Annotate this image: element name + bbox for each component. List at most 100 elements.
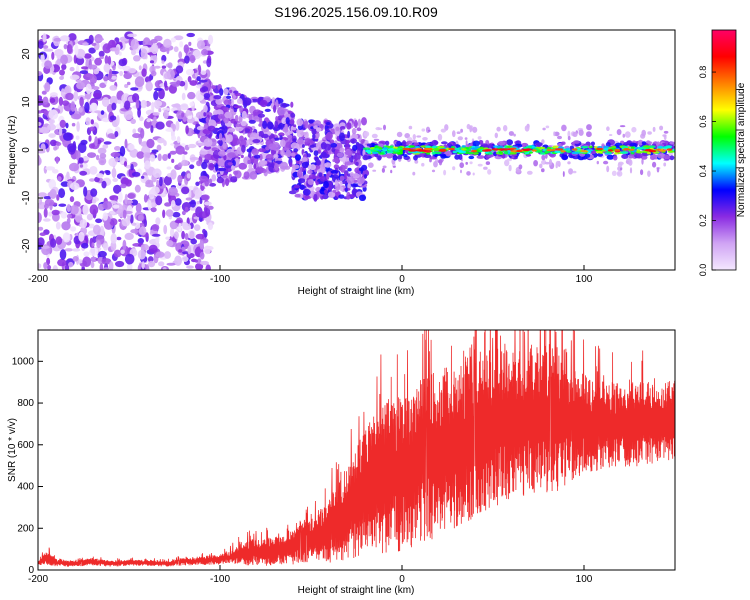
signal-halo — [445, 150, 452, 157]
noise-blob — [41, 90, 47, 95]
noise-blob — [91, 42, 97, 47]
noise-blob — [46, 265, 52, 270]
noise-blob — [344, 150, 353, 156]
noise-blob — [437, 133, 443, 141]
signal-core — [621, 145, 628, 149]
noise-blob — [203, 206, 208, 213]
noise-blob — [109, 68, 113, 79]
noise-blob — [207, 222, 214, 231]
noise-blob — [85, 83, 92, 95]
noise-blob — [606, 126, 610, 131]
noise-blob — [185, 197, 193, 201]
noise-blob — [154, 87, 163, 92]
noise-blob — [151, 233, 161, 237]
noise-blob — [110, 233, 117, 244]
signal-core — [554, 150, 561, 154]
noise-blob — [176, 136, 181, 144]
noise-blob — [208, 178, 213, 184]
noise-blob — [53, 146, 58, 151]
noise-blob — [181, 210, 186, 216]
signal-core — [461, 145, 466, 148]
noise-blob — [43, 208, 48, 218]
noise-blob — [215, 163, 219, 172]
signal-peak — [614, 148, 620, 152]
noise-blob — [58, 96, 64, 106]
noise-blob — [51, 209, 60, 216]
noise-blob — [294, 154, 302, 161]
noise-blob — [504, 159, 510, 167]
signal-halo — [431, 139, 439, 146]
noise-blob — [253, 158, 258, 165]
noise-blob — [223, 107, 230, 112]
signal-core — [470, 147, 478, 150]
noise-blob — [383, 124, 386, 131]
noise-blob — [308, 119, 316, 123]
signal-core — [571, 151, 579, 155]
noise-blob — [124, 138, 128, 149]
noise-blob — [98, 50, 105, 58]
noise-blob — [233, 170, 239, 176]
noise-blob — [186, 32, 195, 38]
noise-blob — [174, 198, 182, 206]
noise-blob — [38, 192, 47, 198]
noise-blob — [188, 41, 192, 47]
noise-blob — [287, 134, 293, 139]
noise-blob — [110, 151, 121, 158]
noise-blob — [123, 161, 128, 167]
signal-halo — [628, 154, 635, 159]
snr-panel: -200 -100 0 100 0 200 400 600 800 1000 Height of… — [7, 329, 676, 596]
noise-blob — [288, 119, 295, 125]
noise-blob — [629, 167, 633, 174]
noise-blob — [264, 108, 271, 112]
noise-blob — [130, 38, 139, 50]
noise-blob — [611, 170, 617, 176]
noise-blob — [131, 171, 141, 177]
signal-core — [496, 145, 504, 149]
noise-blob — [44, 82, 51, 93]
noise-blob — [151, 101, 155, 113]
noise-blob — [312, 133, 316, 140]
noise-blob — [508, 131, 514, 136]
noise-blob — [108, 261, 114, 270]
signal-peak — [491, 148, 499, 151]
noise-blob — [513, 133, 516, 137]
noise-blob — [408, 125, 413, 130]
signal-peak — [408, 149, 418, 152]
colorbar-tick-label: 0.4 — [698, 165, 708, 178]
noise-blob — [75, 56, 85, 66]
colorbar-scale — [711, 29, 737, 271]
noise-blob — [96, 240, 101, 249]
noise-blob — [181, 186, 190, 195]
signal-peak — [560, 150, 566, 153]
noise-blob — [79, 96, 84, 107]
noise-blob — [38, 263, 42, 269]
noise-blob — [196, 76, 201, 82]
noise-blob — [60, 211, 68, 219]
signal-halo — [406, 140, 413, 145]
noise-blob — [567, 161, 571, 165]
noise-blob — [39, 232, 46, 236]
noise-blob — [166, 262, 176, 266]
noise-blob — [93, 224, 101, 235]
noise-blob — [58, 127, 63, 136]
noise-blob — [44, 203, 49, 209]
noise-blob — [340, 164, 346, 173]
noise-blob — [89, 74, 98, 84]
noise-blob — [297, 124, 303, 130]
noise-blob — [230, 165, 236, 171]
signal-core — [373, 148, 380, 151]
noise-blob — [427, 129, 431, 132]
noise-blob — [43, 262, 48, 270]
noise-blob — [38, 71, 43, 76]
noise-blob — [276, 107, 286, 116]
noise-blob — [207, 125, 216, 132]
noise-blob — [485, 161, 491, 166]
noise-blob — [248, 114, 253, 122]
noise-blob — [138, 226, 147, 236]
noise-blob — [171, 103, 181, 108]
signal-halo — [561, 154, 569, 161]
signal-peak — [516, 149, 523, 153]
noise-blob — [392, 165, 396, 168]
noise-blob — [238, 162, 247, 170]
noise-blob — [149, 154, 156, 162]
